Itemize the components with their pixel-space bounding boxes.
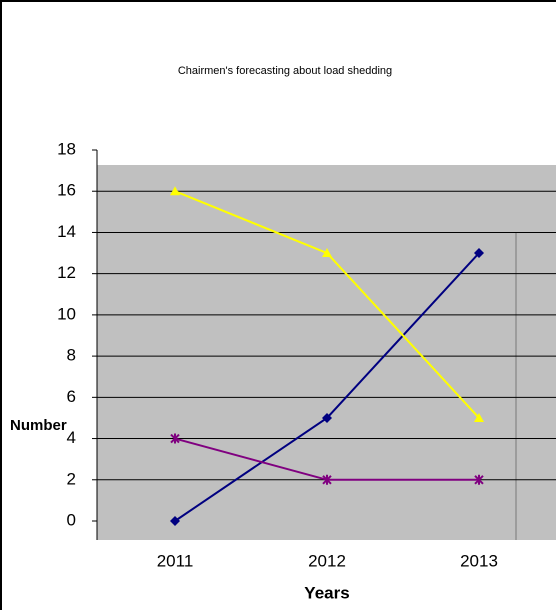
- y-tick-label: 18: [57, 139, 76, 158]
- y-axis-label: Number: [10, 417, 67, 434]
- marker: [170, 186, 180, 196]
- y-tick-label: 14: [57, 222, 76, 241]
- chart-title: Chairmen's forecasting about load sheddi…: [178, 65, 392, 77]
- marker: [474, 248, 484, 259]
- y-tick-label: 6: [67, 387, 76, 406]
- y-tick-label: 12: [57, 263, 76, 282]
- y-tick-label: 4: [67, 428, 76, 447]
- plot-area: [97, 165, 556, 540]
- x-tick-label: 2012: [308, 551, 346, 570]
- x-tick-label: 2011: [157, 551, 194, 570]
- marker: [322, 248, 332, 258]
- y-tick-label: 8: [67, 346, 76, 365]
- marker: [474, 412, 484, 422]
- y-tick-label: 0: [67, 510, 76, 529]
- marker: [322, 474, 332, 485]
- marker: [170, 433, 180, 444]
- marker: [322, 412, 332, 423]
- marker: [474, 474, 484, 485]
- x-axis-label: Years: [304, 583, 349, 602]
- y-tick-label: 10: [57, 304, 76, 323]
- y-tick-label: 16: [57, 181, 76, 200]
- x-tick-label: 2013: [460, 551, 498, 570]
- marker: [170, 516, 180, 526]
- y-tick-label: 2: [67, 469, 76, 488]
